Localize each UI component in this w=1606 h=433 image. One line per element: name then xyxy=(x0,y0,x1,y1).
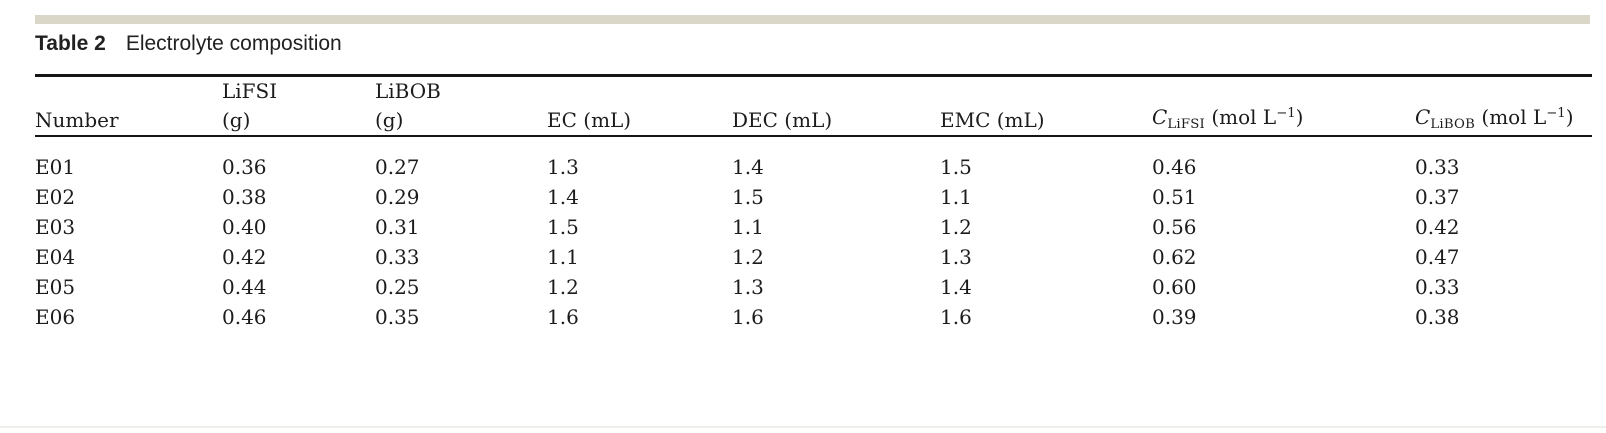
table-cell: 0.33 xyxy=(1415,275,1460,299)
table-cell: 0.31 xyxy=(375,215,420,239)
table-cell: 0.42 xyxy=(1415,215,1460,239)
table-cell: 0.35 xyxy=(375,305,420,329)
column-header-c-libob: CLiBOB (mol L−1) xyxy=(1415,74,1592,137)
table-cell: 0.37 xyxy=(1415,185,1460,209)
table-body: E01 0.36 0.27 1.3 1.4 1.5 0.46 0.33 E02 … xyxy=(35,136,1592,332)
table-cell: E05 xyxy=(35,275,76,299)
caption-title: Electrolyte composition xyxy=(125,32,342,55)
table-cell: 0.46 xyxy=(1152,155,1197,179)
table-accent-bar xyxy=(35,15,1590,24)
table-cell: 0.62 xyxy=(1152,245,1197,269)
table-row-e04: E04 0.42 0.33 1.1 1.2 1.3 0.62 0.47 xyxy=(35,242,1592,272)
table-cell: 1.4 xyxy=(732,155,764,179)
table-cell: 1.1 xyxy=(547,245,579,269)
table-cell: 1.2 xyxy=(940,215,972,239)
table-cell: 0.33 xyxy=(1415,155,1460,179)
table-cell: 1.3 xyxy=(940,245,972,269)
table-caption: Table 2 Electrolyte composition xyxy=(35,31,342,57)
table-cell: 0.29 xyxy=(375,185,420,209)
table-cell: 0.36 xyxy=(222,155,267,179)
table-cell: 0.27 xyxy=(375,155,420,179)
table-cell: E01 xyxy=(35,155,76,179)
table-cell: 0.51 xyxy=(1152,185,1197,209)
column-header-dec-ml: DEC (mL) xyxy=(732,74,940,137)
table-row-e06: E06 0.46 0.35 1.6 1.6 1.6 0.39 0.38 xyxy=(35,302,1592,332)
table-cell: 0.39 xyxy=(1152,305,1197,329)
table-cell: E06 xyxy=(35,305,76,329)
column-header-ec-ml: EC (mL) xyxy=(547,74,732,137)
table-cell: 1.5 xyxy=(547,215,579,239)
table-container: Number LiFSI (g) LiBOB (g) EC (mL) xyxy=(35,74,1592,332)
page-bottom-divider xyxy=(0,426,1606,428)
table-cell: 0.25 xyxy=(375,275,420,299)
table-cell: E02 xyxy=(35,185,76,209)
table-cell: 1.1 xyxy=(732,215,764,239)
table-cell: 0.46 xyxy=(222,305,267,329)
table-cell: 1.2 xyxy=(547,275,579,299)
table-cell: 1.2 xyxy=(732,245,764,269)
table-row-e02: E02 0.38 0.29 1.4 1.5 1.1 0.51 0.37 xyxy=(35,182,1592,212)
column-header-emc-ml: EMC (mL) xyxy=(940,74,1152,137)
table-cell: E04 xyxy=(35,245,76,269)
caption-label: Table 2 xyxy=(35,32,106,55)
column-header-number: Number xyxy=(35,74,222,137)
table-header-row: Number LiFSI (g) LiBOB (g) EC (mL) xyxy=(35,74,1592,137)
table-cell: 1.6 xyxy=(732,305,764,329)
table-cell: 0.56 xyxy=(1152,215,1197,239)
table-cell: 1.5 xyxy=(940,155,972,179)
table-cell: 0.33 xyxy=(375,245,420,269)
table-cell: 0.38 xyxy=(1415,305,1460,329)
table-cell: 0.38 xyxy=(222,185,267,209)
column-header-libob-g: LiBOB (g) xyxy=(375,74,547,137)
table-row-e03: E03 0.40 0.31 1.5 1.1 1.2 0.56 0.42 xyxy=(35,212,1592,242)
table-cell: 1.4 xyxy=(940,275,972,299)
table-cell: 1.5 xyxy=(732,185,764,209)
column-header-lifsi-g: LiFSI (g) xyxy=(222,74,375,137)
table-cell: 0.42 xyxy=(222,245,267,269)
table-cell: 0.60 xyxy=(1152,275,1197,299)
table-row-e05: E05 0.44 0.25 1.2 1.3 1.4 0.60 0.33 xyxy=(35,272,1592,302)
table-cell: 0.40 xyxy=(222,215,267,239)
table-cell: 1.6 xyxy=(940,305,972,329)
table-cell: E03 xyxy=(35,215,76,239)
table-row-e01: E01 0.36 0.27 1.3 1.4 1.5 0.46 0.33 xyxy=(35,136,1592,182)
electrolyte-composition-table: Number LiFSI (g) LiBOB (g) EC (mL) xyxy=(35,74,1592,332)
table-header: Number LiFSI (g) LiBOB (g) EC (mL) xyxy=(35,74,1592,137)
column-header-c-lifsi: CLiFSI (mol L−1) xyxy=(1152,74,1415,137)
table-cell: 1.6 xyxy=(547,305,579,329)
table-cell: 1.3 xyxy=(547,155,579,179)
table-cell: 1.3 xyxy=(732,275,764,299)
table-cell: 0.47 xyxy=(1415,245,1460,269)
table-cell: 1.1 xyxy=(940,185,972,209)
table-cell: 1.4 xyxy=(547,185,579,209)
table-cell: 0.44 xyxy=(222,275,267,299)
